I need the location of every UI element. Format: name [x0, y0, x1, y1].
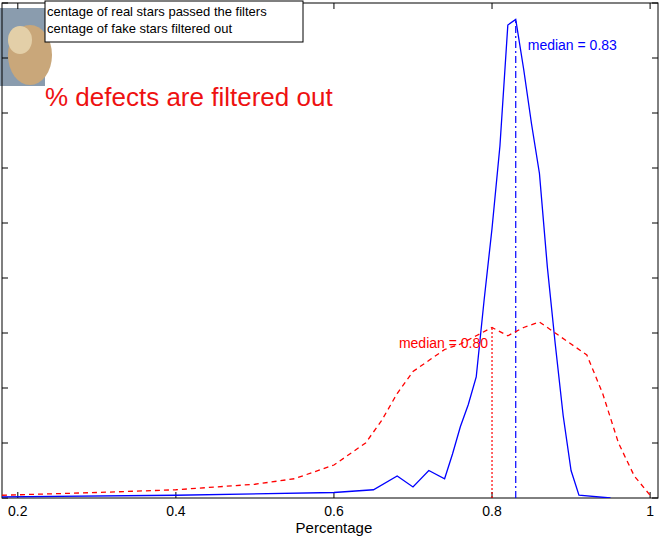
series-line [2, 20, 611, 499]
y-tick [652, 3, 658, 4]
y-tick [2, 168, 8, 169]
legend-label: centage of real stars passed the filters [47, 4, 267, 19]
y-tick [652, 498, 658, 499]
y-tick [2, 443, 8, 444]
y-tick [652, 278, 658, 279]
annotation: % defects are filtered out [45, 82, 333, 112]
x-tick [333, 3, 334, 9]
x-tick [17, 3, 18, 9]
chart: 0.2 0.4 0.6 0.8 1 Percentage median = 0.83 medi… [0, 0, 668, 538]
legend-box [45, 1, 303, 42]
y-tick [652, 113, 658, 114]
legend-label: centage of fake stars filtered out [47, 21, 232, 36]
legend: centage of real stars passed the filters… [45, 1, 303, 42]
median-line [491, 328, 492, 499]
median-label: median = 0.80 [399, 335, 488, 351]
x-tick-label: 0.2 [8, 503, 28, 519]
y-tick [652, 443, 658, 444]
y-tick [2, 3, 8, 4]
y-tick [2, 498, 8, 499]
series-line [2, 322, 650, 495]
y-tick [2, 58, 8, 59]
x-tick [650, 3, 651, 9]
y-tick [652, 333, 658, 334]
photo-shape [8, 26, 32, 54]
x-tick-label: 0.8 [482, 503, 502, 519]
x-tick-label: 0.6 [324, 503, 344, 519]
plot-frame [2, 3, 658, 498]
y-tick [2, 113, 8, 114]
x-tick-label: 1 [646, 503, 654, 519]
x-tick [492, 3, 493, 9]
median-label: median = 0.83 [528, 37, 617, 53]
y-tick [652, 223, 658, 224]
y-tick [652, 388, 658, 389]
y-tick [652, 168, 658, 169]
x-axis-title: Percentage [296, 519, 373, 536]
photo-fragment [0, 8, 52, 86]
x-tick [650, 492, 651, 498]
y-tick [2, 223, 8, 224]
y-tick [652, 58, 658, 59]
y-tick [2, 278, 8, 279]
y-tick [2, 333, 8, 334]
median-line [515, 20, 516, 499]
x-tick-label: 0.4 [166, 503, 186, 519]
plot-area [2, 20, 650, 499]
y-tick [2, 388, 8, 389]
